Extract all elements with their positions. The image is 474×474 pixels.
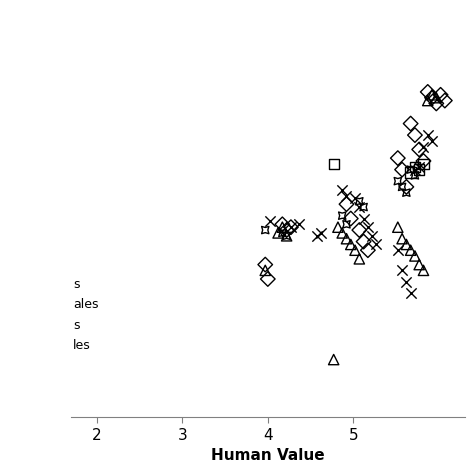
Point <box>411 252 419 260</box>
Point <box>415 163 423 171</box>
Point <box>419 157 427 165</box>
Point <box>343 235 350 243</box>
Point <box>274 229 282 237</box>
Point <box>407 120 414 128</box>
Text: s: s <box>73 319 79 331</box>
Point <box>287 223 295 231</box>
Point <box>402 241 410 248</box>
Point <box>364 246 372 254</box>
Point <box>419 143 427 150</box>
Point <box>415 146 423 153</box>
Point <box>338 186 346 193</box>
Point <box>419 160 427 168</box>
Point <box>343 220 350 228</box>
Point <box>360 238 367 246</box>
Point <box>411 163 419 171</box>
Point <box>338 212 346 219</box>
Point <box>411 172 419 179</box>
Point <box>262 266 269 274</box>
Point <box>262 261 269 268</box>
Point <box>424 88 431 96</box>
Point <box>283 226 291 234</box>
Point <box>432 100 440 107</box>
Point <box>264 275 272 283</box>
Point <box>334 223 342 231</box>
Point <box>407 290 414 297</box>
Point <box>398 166 406 173</box>
Point <box>356 203 363 211</box>
Point <box>364 223 372 231</box>
Point <box>407 246 414 254</box>
Point <box>428 137 436 145</box>
Point <box>347 215 355 222</box>
Point <box>441 97 448 104</box>
Point <box>402 183 410 191</box>
Point <box>402 278 410 286</box>
Point <box>415 166 423 173</box>
Point <box>360 215 367 222</box>
Point <box>428 94 436 101</box>
Point <box>266 218 273 225</box>
Point <box>343 201 350 208</box>
Point <box>356 226 363 234</box>
Text: ales: ales <box>73 299 98 311</box>
Point <box>279 220 286 228</box>
Point <box>432 94 440 101</box>
Point <box>351 195 359 202</box>
Point <box>398 183 406 191</box>
Point <box>437 91 444 99</box>
Point <box>411 131 419 139</box>
Point <box>351 246 359 254</box>
Point <box>313 232 320 240</box>
Point <box>330 356 337 364</box>
Point <box>296 220 303 228</box>
Point <box>424 131 431 139</box>
Point <box>398 266 406 274</box>
Point <box>398 235 406 243</box>
Point <box>394 177 401 185</box>
Point <box>317 229 325 237</box>
Point <box>424 97 431 104</box>
Point <box>279 223 286 231</box>
Text: les: les <box>73 339 91 352</box>
Point <box>360 203 367 211</box>
X-axis label: Human Value: Human Value <box>211 448 325 463</box>
Point <box>287 223 295 231</box>
Point <box>347 241 355 248</box>
Point <box>262 226 269 234</box>
Point <box>338 229 346 237</box>
Point <box>356 255 363 263</box>
Point <box>356 198 363 205</box>
Point <box>283 232 291 240</box>
Point <box>402 189 410 196</box>
Point <box>343 191 350 199</box>
Point <box>330 160 337 168</box>
Point <box>407 169 414 176</box>
Point <box>373 241 380 248</box>
Point <box>394 155 401 162</box>
Point <box>279 229 286 237</box>
Point <box>428 91 436 99</box>
Text: s: s <box>73 278 79 291</box>
Point <box>283 232 291 240</box>
Point <box>368 232 376 240</box>
Point <box>394 246 401 254</box>
Point <box>419 266 427 274</box>
Point <box>407 166 414 173</box>
Point <box>394 223 401 231</box>
Point <box>411 166 419 173</box>
Point <box>415 261 423 268</box>
